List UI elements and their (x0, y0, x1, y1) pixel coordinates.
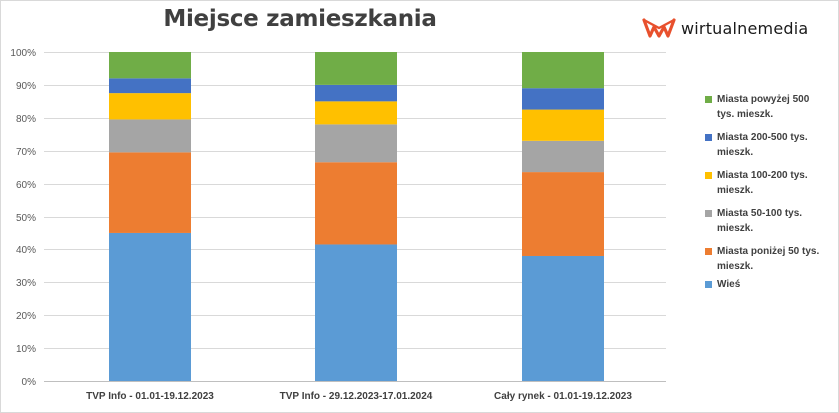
legend-swatch (705, 134, 712, 141)
legend-swatch (705, 210, 712, 217)
y-tick-label: 50% (16, 213, 36, 224)
legend-item: Miasta 200-500 tys. mieszk. (705, 130, 825, 160)
bar-segment (522, 172, 604, 256)
legend-swatch (705, 96, 712, 103)
y-tick-label: 0% (22, 377, 37, 388)
bar-segment (315, 101, 397, 125)
legend-item: Miasta powyżej 500 tys. mieszk. (705, 92, 825, 122)
bar-segment (522, 88, 604, 110)
y-tick-label: 30% (16, 278, 36, 289)
legend-label: Wieś (717, 279, 741, 290)
bar-segment (109, 152, 191, 233)
bar-segment (522, 52, 604, 89)
y-tick-label: 10% (16, 344, 36, 355)
y-tick-label: 100% (10, 48, 36, 59)
chart-title: Miejsce zamieszkania (163, 6, 437, 32)
y-tick-label: 70% (16, 147, 36, 158)
legend-label: Miasta 100-200 tys. mieszk. (717, 170, 808, 196)
bar-segment (109, 93, 191, 120)
legend-label: Miasta 200-500 tys. mieszk. (717, 132, 808, 158)
x-category-label: Cały rynek - 01.01-19.12.2023 (494, 391, 632, 402)
y-tick-label: 20% (16, 311, 36, 322)
bar-segment (109, 232, 191, 381)
bar-segment (109, 52, 191, 79)
legend-swatch (705, 172, 712, 179)
bar-segment (315, 84, 397, 102)
bar-segment (522, 140, 604, 173)
y-tick-label: 60% (16, 180, 36, 191)
x-category-label: TVP Info - 29.12.2023-17.01.2024 (280, 391, 433, 402)
legend-item: Miasta 100-200 tys. mieszk. (705, 168, 825, 198)
bar-segment (522, 109, 604, 141)
x-category-label: TVP Info - 01.01-19.12.2023 (86, 391, 214, 402)
y-tick-label: 90% (16, 81, 36, 92)
legend-label: Miasta 50-100 tys. mieszk. (717, 208, 803, 234)
brand-logo: wirtualnemedia (641, 13, 808, 43)
legend-item: Miasta poniżej 50 tys. mieszk. (705, 244, 825, 274)
wirtualnemedia-logo-icon (642, 18, 676, 38)
legend-item: Wieś (705, 277, 825, 292)
legend-item: Miasta 50-100 tys. mieszk. (705, 206, 825, 236)
legend-swatch (705, 281, 712, 288)
bar-segment (315, 244, 397, 381)
legend-label: Miasta poniżej 50 tys. mieszk. (717, 246, 820, 272)
bar-segment (109, 78, 191, 94)
y-tick-label: 40% (16, 245, 36, 256)
y-tick-label: 80% (16, 114, 36, 125)
bar-segment (522, 255, 604, 381)
logo-text: wirtualnemedia (681, 18, 809, 38)
bar-segment (315, 52, 397, 85)
bar-segment (109, 119, 191, 153)
bar-segment (315, 124, 397, 163)
legend-label: Miasta powyżej 500 tys. mieszk. (717, 94, 810, 120)
legend-swatch (705, 248, 712, 255)
bar-segment (315, 162, 397, 245)
